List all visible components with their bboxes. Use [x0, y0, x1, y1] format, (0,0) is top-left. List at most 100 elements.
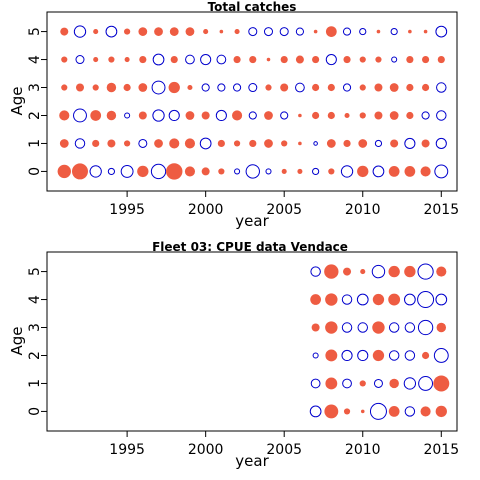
- bubble: [406, 55, 414, 64]
- bubble: [388, 350, 400, 361]
- bubble: [234, 29, 240, 35]
- x-tick-label: 1995: [109, 202, 145, 218]
- bubble: [107, 139, 116, 148]
- bubble: [234, 168, 241, 175]
- bubble: [59, 110, 70, 121]
- bubble: [356, 293, 369, 306]
- bubble: [341, 322, 353, 333]
- bubble: [324, 264, 339, 279]
- bubble: [375, 56, 382, 63]
- bubble: [150, 163, 167, 180]
- bubble-layer: [309, 263, 450, 420]
- bubble: [295, 27, 304, 36]
- x-tick-label: 2000: [188, 442, 224, 458]
- bubble: [312, 167, 320, 176]
- bubble: [360, 269, 366, 275]
- bubble: [280, 55, 288, 64]
- bubble: [106, 110, 117, 121]
- bubble: [342, 378, 352, 389]
- panel-fleet-03: Fleet 03: CPUE data Vendace 1995 2000 2005…: [8, 240, 459, 470]
- bubble: [280, 83, 289, 92]
- bubble: [422, 83, 430, 92]
- bubble: [312, 83, 320, 92]
- bubble: [373, 378, 383, 388]
- x-tick-label: 2005: [266, 202, 302, 218]
- bubble: [341, 349, 353, 362]
- bubble: [359, 56, 366, 63]
- x-axis-label: year: [235, 452, 269, 470]
- bubble: [168, 109, 180, 122]
- bubble: [433, 348, 449, 363]
- bubble: [249, 55, 257, 64]
- bubble: [265, 168, 272, 175]
- bubble: [297, 168, 303, 174]
- bubble: [203, 29, 209, 35]
- bubble: [325, 26, 337, 37]
- y-tick-label: 0: [27, 407, 43, 416]
- bubble: [359, 112, 366, 119]
- bubble: [75, 55, 85, 65]
- bubble: [343, 408, 351, 415]
- bubble: [152, 53, 165, 66]
- bubble: [138, 111, 147, 120]
- bubble: [390, 139, 399, 148]
- bubble: [435, 137, 447, 150]
- bubble: [418, 376, 434, 391]
- bubble: [328, 168, 335, 175]
- bubble: [391, 56, 398, 63]
- bubble: [201, 83, 210, 92]
- y-tick-label: 3: [27, 323, 43, 332]
- bubble: [170, 55, 178, 64]
- bubble: [343, 139, 351, 148]
- bubble: [341, 294, 353, 305]
- bubble: [217, 83, 226, 92]
- bubble: [312, 55, 320, 64]
- bubble: [295, 55, 304, 64]
- bubble: [342, 83, 352, 92]
- bubble: [327, 83, 335, 92]
- bubble: [434, 164, 449, 179]
- bubble: [124, 140, 131, 147]
- bubble: [358, 139, 368, 148]
- bubble: [245, 164, 260, 179]
- bubble: [389, 111, 399, 120]
- x-tick-label: 1995: [109, 442, 145, 458]
- bubble: [436, 266, 447, 277]
- bubble: [404, 293, 416, 306]
- bubble: [376, 29, 381, 34]
- bubble: [92, 84, 99, 91]
- chart-title: Total catches: [208, 0, 297, 14]
- bubble: [295, 82, 305, 93]
- bubble: [343, 267, 352, 276]
- bubble: [357, 349, 369, 362]
- bubble: [325, 53, 337, 66]
- bubble: [372, 321, 385, 334]
- bubble: [388, 406, 400, 417]
- bubble: [169, 27, 179, 36]
- bubble: [138, 27, 148, 36]
- bubble: [342, 27, 352, 36]
- bubble: [436, 110, 447, 121]
- bubble: [372, 349, 385, 362]
- x-tick-label: 2015: [423, 442, 459, 458]
- bubble: [313, 141, 318, 146]
- plot-frame: [46, 251, 458, 432]
- bubble: [340, 165, 354, 178]
- bubble: [390, 27, 398, 36]
- bubble: [215, 109, 227, 122]
- bubble: [420, 166, 431, 177]
- bubble: [309, 405, 322, 418]
- bubble: [327, 111, 335, 120]
- bubble: [139, 55, 147, 64]
- bubble: [357, 165, 369, 178]
- bubble: [265, 84, 272, 91]
- bubble: [185, 111, 195, 120]
- bubble: [264, 111, 273, 120]
- bubble: [421, 111, 430, 120]
- panel-total-catches: Total catches 1995 2000 2005 2010 2015 0 1 2 3 4…: [8, 0, 459, 230]
- bubble: [403, 377, 417, 390]
- bubble: [187, 84, 193, 91]
- x-axis: 1995 2000 2005 2010 2015: [109, 431, 459, 458]
- y-axis-label: Age: [8, 86, 26, 115]
- y-tick-label: 5: [27, 267, 43, 276]
